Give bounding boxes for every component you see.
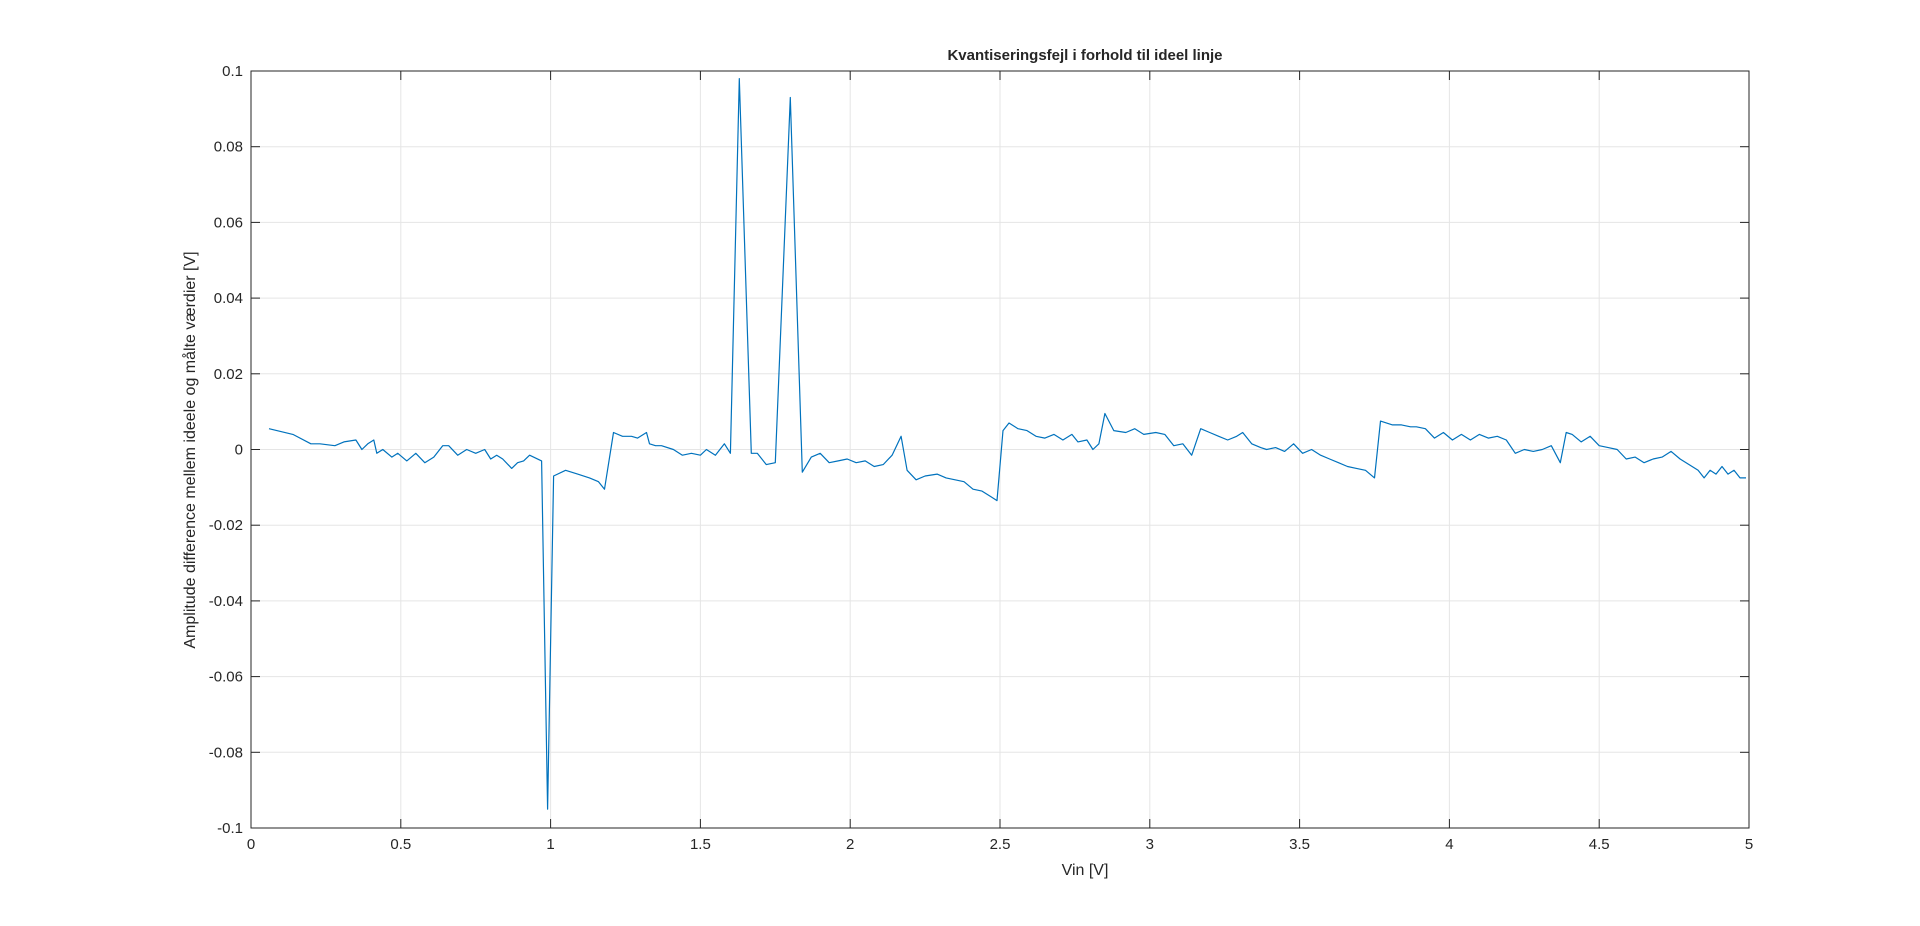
y-tick-label: -0.08 — [209, 744, 243, 761]
x-tick-label: 2 — [846, 836, 854, 853]
x-tick-label: 1 — [546, 836, 554, 853]
x-tick-label: 1.5 — [690, 836, 711, 853]
y-tick-label: 0.04 — [214, 290, 243, 307]
x-tick-label: 0 — [247, 836, 255, 853]
x-tick-label: 5 — [1745, 836, 1753, 853]
y-tick-label: 0.1 — [222, 63, 243, 80]
y-tick-label: -0.04 — [209, 593, 243, 610]
y-tick-label: -0.1 — [217, 820, 243, 837]
x-tick-label: 2.5 — [990, 836, 1011, 853]
y-tick-label: 0.02 — [214, 366, 243, 383]
series-line-1 — [268, 77, 1746, 810]
x-tick-label: 3.5 — [1289, 836, 1310, 853]
x-tick-label: 4.5 — [1589, 836, 1610, 853]
x-axis-label: Vin [V] — [1062, 862, 1109, 879]
y-axis-label: Amplitude difference mellem ideele og må… — [181, 251, 199, 648]
x-tick-label: 4 — [1445, 836, 1453, 853]
chart-title: Kvantiseringsfejl i forhold til ideel li… — [947, 47, 1222, 64]
y-tick-label: -0.06 — [209, 669, 243, 686]
y-tick-label: -0.02 — [209, 517, 243, 534]
x-tick-label: 0.5 — [390, 836, 411, 853]
x-tick-label: 3 — [1146, 836, 1154, 853]
y-tick-label: 0.06 — [214, 214, 243, 231]
x-tick-labels: 0 0.5 1 1.5 2 2.5 3 3.5 4 4.5 5 — [247, 836, 1753, 853]
y-tick-labels: 0.1 0.08 0.06 0.04 0.02 0 -0.02 -0.04 -0.06 -0.08… — [209, 63, 243, 837]
axis-ticks — [250, 70, 1750, 829]
y-tick-label: 0 — [235, 442, 243, 459]
y-tick-label: 0.08 — [214, 139, 243, 156]
series-layer — [268, 77, 1746, 810]
